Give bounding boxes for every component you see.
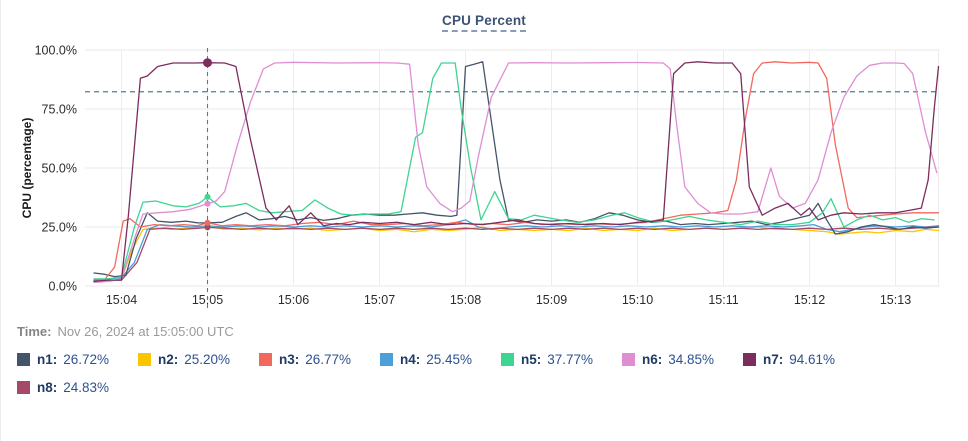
y-axis-title: CPU (percentage) bbox=[20, 118, 34, 219]
legend-value: 37.77% bbox=[547, 352, 594, 367]
hover-dot-n3 bbox=[204, 219, 211, 226]
legend-item-n3[interactable]: n3: 26.77% bbox=[259, 352, 380, 367]
x-tick-label: 15:10 bbox=[622, 293, 653, 307]
legend-swatch-n6 bbox=[622, 353, 635, 366]
legend-value: 26.72% bbox=[63, 352, 110, 367]
series-n8-line bbox=[93, 226, 940, 282]
legend-item-n2[interactable]: n2: 25.20% bbox=[138, 352, 259, 367]
y-tick-label: 50.0% bbox=[42, 162, 77, 176]
chart-legend: n1: 26.72% n2: 25.20% n3: 26.77% n4: 25.45% n5: 3… bbox=[17, 352, 897, 395]
series-n3-line bbox=[93, 61, 940, 282]
y-tick-label: 25.0% bbox=[42, 221, 77, 235]
hover-dot-n8 bbox=[204, 224, 211, 231]
legend-item-n4[interactable]: n4: 25.45% bbox=[380, 352, 501, 367]
x-tick-label: 15:08 bbox=[450, 293, 481, 307]
series-n7-line bbox=[93, 61, 940, 282]
chart-title-row: CPU Percent bbox=[1, 0, 967, 34]
legend-swatch-n3 bbox=[259, 353, 272, 366]
x-tick-label: 15:06 bbox=[278, 293, 309, 307]
legend-swatch-n2 bbox=[138, 353, 151, 366]
series-n2-line bbox=[93, 225, 940, 282]
x-tick-label: 15:07 bbox=[364, 293, 395, 307]
legend-label: n5: bbox=[521, 352, 542, 367]
hover-dot-n5 bbox=[204, 193, 211, 200]
hover-dot-n7 bbox=[203, 58, 212, 68]
legend-value: 25.20% bbox=[184, 352, 231, 367]
x-tick-label: 15:11 bbox=[708, 293, 738, 307]
legend-value: 24.83% bbox=[63, 380, 110, 395]
x-tick-label: 15:04 bbox=[106, 293, 137, 307]
legend-label: n3: bbox=[279, 352, 300, 367]
hover-dot-n6 bbox=[204, 200, 211, 207]
legend-swatch-n8 bbox=[17, 381, 30, 394]
legend-label: n8: bbox=[37, 380, 58, 395]
legend-label: n4: bbox=[400, 352, 421, 367]
cpu-percent-line-chart[interactable]: 0.0%25.0%50.0%75.0%100.0%15:04 15:05 15:06… bbox=[1, 34, 968, 312]
chart-title[interactable]: CPU Percent bbox=[442, 13, 526, 32]
legend-item-n6[interactable]: n6: 34.85% bbox=[622, 352, 743, 367]
legend-value: 34.85% bbox=[668, 352, 715, 367]
tooltip-time-label: Time: bbox=[17, 324, 52, 339]
y-tick-label: 0.0% bbox=[49, 280, 78, 294]
legend-value: 26.77% bbox=[305, 352, 352, 367]
y-tick-label: 75.0% bbox=[42, 103, 77, 117]
series-n1-line bbox=[93, 61, 940, 278]
legend-swatch-n4 bbox=[380, 353, 393, 366]
series-n6-line bbox=[93, 61, 938, 284]
legend-swatch-n1 bbox=[17, 353, 30, 366]
legend-item-n7[interactable]: n7: 94.61% bbox=[743, 352, 864, 367]
legend-value: 94.61% bbox=[789, 352, 836, 367]
legend-value: 25.45% bbox=[426, 352, 473, 367]
legend-label: n1: bbox=[37, 352, 58, 367]
legend-item-n1[interactable]: n1: 26.72% bbox=[17, 352, 138, 367]
series-n5-line bbox=[93, 62, 935, 280]
legend-label: n7: bbox=[763, 352, 784, 367]
legend-label: n6: bbox=[642, 352, 663, 367]
tooltip-time-row: Time: Nov 26, 2024 at 15:05:00 UTC bbox=[17, 324, 967, 339]
legend-label: n2: bbox=[158, 352, 179, 367]
tooltip-time-value: Nov 26, 2024 at 15:05:00 UTC bbox=[57, 324, 234, 339]
legend-item-n8[interactable]: n8: 24.83% bbox=[17, 380, 138, 395]
y-tick-label: 100.0% bbox=[35, 44, 77, 58]
legend-swatch-n5 bbox=[501, 353, 514, 366]
x-tick-label: 15:13 bbox=[880, 293, 911, 307]
series-n4-line bbox=[93, 219, 940, 281]
legend-swatch-n7 bbox=[743, 353, 756, 366]
legend-item-n5[interactable]: n5: 37.77% bbox=[501, 352, 622, 367]
x-tick-label: 15:12 bbox=[794, 293, 825, 307]
x-tick-label: 15:09 bbox=[536, 293, 567, 307]
